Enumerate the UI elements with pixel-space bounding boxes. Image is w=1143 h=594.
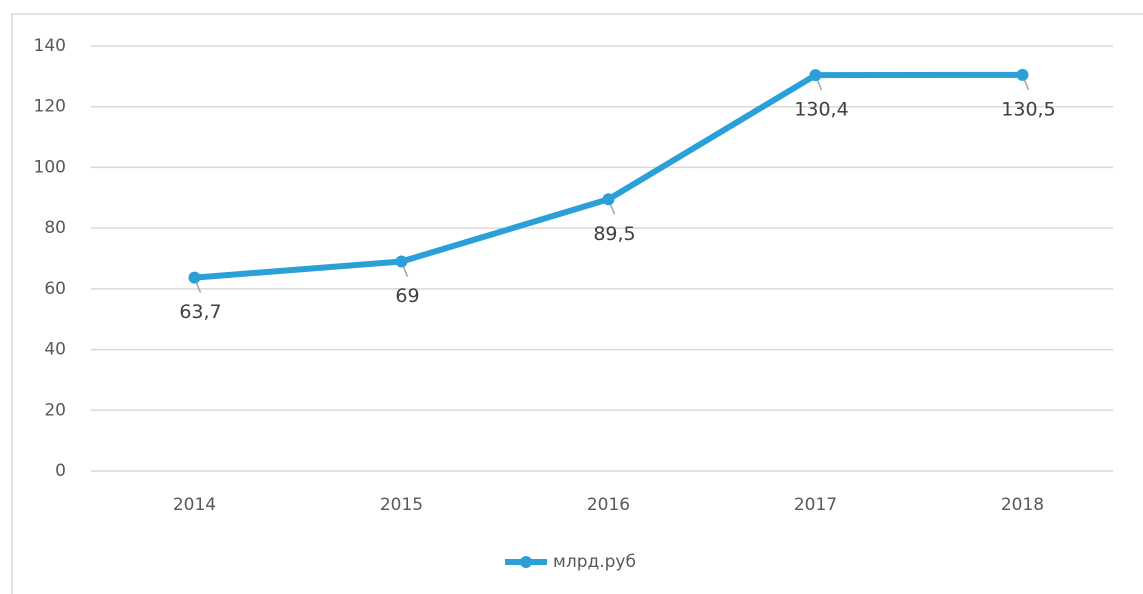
y-tick-label: 20: [44, 400, 66, 420]
data-point: [602, 193, 615, 206]
y-tick-label: 0: [55, 461, 66, 481]
data-point: [1016, 68, 1029, 81]
data-point: [395, 255, 408, 268]
y-tick-label: 100: [34, 157, 66, 177]
data-label: 130,5: [1001, 98, 1055, 120]
data-label: 69: [395, 285, 419, 307]
data-point: [188, 271, 201, 284]
y-tick-label: 140: [34, 36, 66, 56]
x-tick-label: 2017: [794, 495, 837, 515]
data-point: [809, 69, 822, 82]
legend-marker: [520, 556, 532, 568]
y-tick-label: 120: [34, 97, 66, 117]
y-tick-label: 80: [44, 218, 66, 238]
data-label: 63,7: [179, 301, 221, 323]
data-label: 89,5: [593, 223, 635, 245]
x-tick-label: 2015: [380, 495, 423, 515]
y-tick-label: 60: [44, 279, 66, 299]
data-label: 130,4: [794, 99, 848, 121]
y-tick-label: 40: [44, 340, 66, 360]
x-tick-label: 2018: [1001, 495, 1044, 515]
chart-frame: [11, 13, 1143, 594]
x-tick-label: 2014: [173, 495, 216, 515]
legend-label: млрд.руб: [553, 552, 636, 572]
x-tick-label: 2016: [587, 495, 630, 515]
